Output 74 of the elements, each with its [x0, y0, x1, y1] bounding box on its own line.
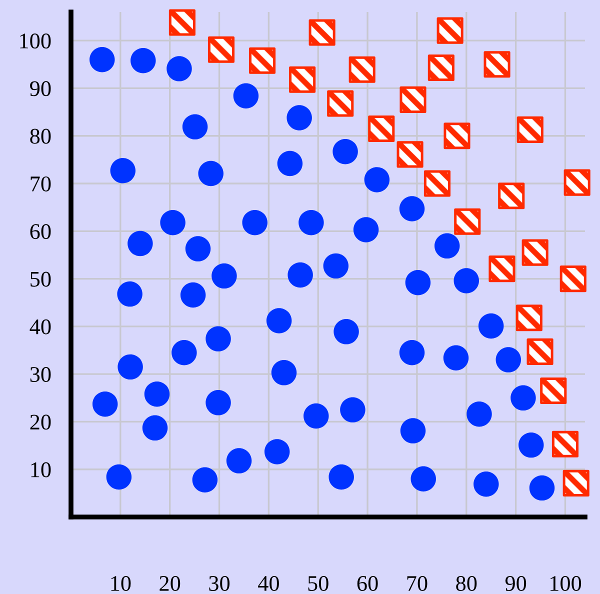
point — [206, 390, 231, 416]
point — [286, 105, 312, 130]
point — [192, 467, 218, 492]
x-tick-label: 40 — [258, 576, 279, 591]
y-tick-label: 70 — [30, 176, 51, 192]
point — [323, 253, 349, 279]
point — [242, 210, 268, 236]
point — [117, 281, 142, 307]
point — [466, 401, 492, 427]
point — [399, 340, 425, 366]
point — [410, 466, 436, 492]
point — [332, 138, 358, 164]
x-tick-label: 50 — [308, 576, 328, 591]
y-tick-label: 60 — [30, 224, 51, 240]
point — [443, 345, 469, 370]
point — [90, 47, 115, 72]
y-tick-label: 100 — [20, 34, 51, 49]
point — [160, 210, 186, 236]
point — [110, 158, 136, 184]
point — [182, 114, 208, 140]
point — [180, 282, 206, 308]
point — [144, 381, 170, 407]
x-tick-label: 20 — [160, 576, 180, 591]
x-tick-label: 60 — [357, 576, 378, 591]
point — [474, 472, 499, 497]
point — [271, 360, 297, 386]
y-tick-label: 40 — [30, 319, 51, 334]
point — [212, 263, 237, 289]
point — [130, 48, 156, 74]
point — [266, 308, 292, 334]
point — [454, 268, 479, 294]
x-tick-label: 30 — [209, 576, 230, 591]
point — [172, 340, 197, 366]
point — [198, 160, 224, 186]
y-tick-label: 90 — [30, 81, 51, 96]
y-tick-label: 10 — [31, 462, 51, 478]
point — [264, 439, 290, 464]
x-tick-label: 100 — [550, 576, 582, 591]
y-tick-label: 50 — [30, 272, 51, 287]
x-tick-label: 70 — [407, 576, 428, 591]
point — [106, 464, 132, 490]
point — [142, 415, 168, 441]
point — [226, 448, 252, 474]
point — [364, 167, 390, 192]
point — [298, 210, 324, 236]
point — [92, 391, 118, 417]
point — [334, 319, 359, 344]
point — [206, 326, 231, 352]
point — [288, 262, 313, 288]
point — [353, 217, 379, 242]
point — [340, 397, 366, 422]
point — [128, 230, 153, 256]
point — [405, 270, 431, 296]
point — [510, 385, 536, 411]
point — [399, 196, 425, 222]
point — [518, 432, 544, 458]
point — [166, 56, 192, 82]
point — [304, 403, 329, 429]
x-tick-label: 80 — [456, 576, 477, 591]
x-tick-label: 90 — [505, 576, 526, 591]
point — [118, 354, 143, 380]
point — [185, 236, 211, 262]
point — [434, 233, 460, 259]
y-tick-label: 30 — [30, 367, 51, 382]
point — [496, 347, 522, 372]
y-tick-label: 80 — [30, 128, 51, 144]
point — [328, 464, 354, 490]
x-tick-label: 10 — [111, 576, 131, 591]
point — [400, 418, 426, 444]
point — [233, 83, 259, 108]
point — [529, 475, 555, 501]
y-tick-label: 20 — [30, 414, 51, 430]
point — [277, 150, 303, 176]
point — [478, 313, 504, 339]
